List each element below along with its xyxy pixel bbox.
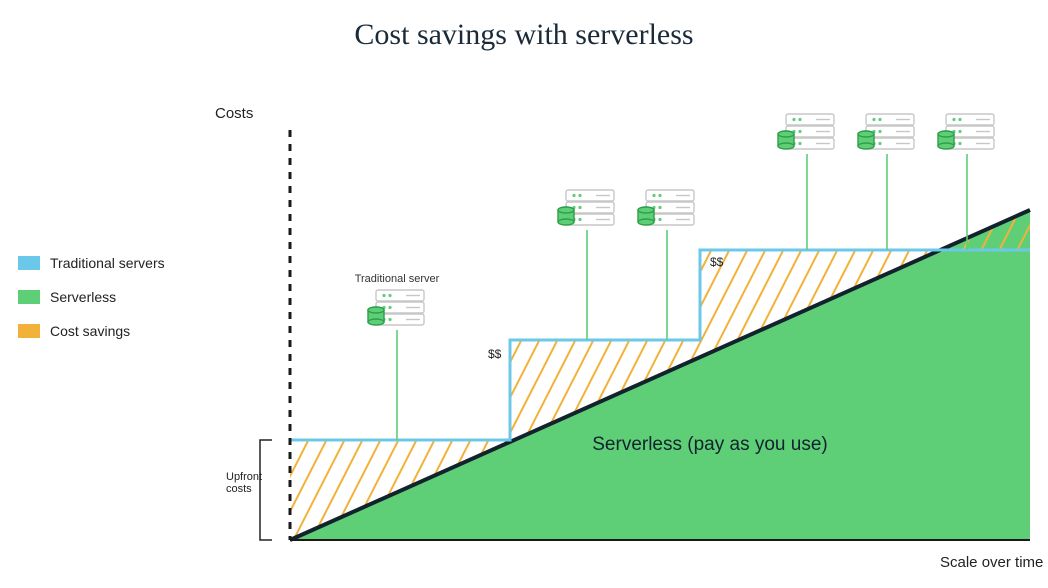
legend-item-serverless: Serverless	[18, 289, 165, 305]
legend-label: Serverless	[50, 289, 116, 305]
legend-swatch-serverless	[18, 290, 40, 304]
server-icon	[778, 114, 834, 149]
server-icon	[638, 190, 694, 225]
chart-title: Cost savings with serverless	[0, 18, 1048, 52]
legend-item-traditional: Traditional servers	[18, 255, 165, 271]
diagram-root: { "title":{"text":"Cost savings with ser…	[0, 0, 1048, 588]
server-icon	[558, 190, 614, 225]
chart-svg: Upfrontcosts$$$$Serverless (pay as you u…	[230, 120, 1048, 580]
server-icon	[858, 114, 914, 149]
legend-swatch-savings	[18, 324, 40, 338]
svg-text:Traditional server: Traditional server	[355, 273, 440, 285]
server-icon	[938, 114, 994, 149]
svg-text:Serverless (pay as you use): Serverless (pay as you use)	[592, 434, 828, 455]
legend-swatch-traditional	[18, 256, 40, 270]
legend-label: Traditional servers	[50, 255, 165, 271]
svg-text:$$: $$	[488, 347, 502, 361]
svg-text:Upfrontcosts: Upfrontcosts	[226, 471, 262, 495]
legend-label: Cost savings	[50, 323, 130, 339]
legend: Traditional servers Serverless Cost savi…	[18, 255, 165, 357]
svg-text:$$: $$	[710, 255, 724, 269]
legend-item-savings: Cost savings	[18, 323, 165, 339]
server-icon	[368, 290, 424, 325]
